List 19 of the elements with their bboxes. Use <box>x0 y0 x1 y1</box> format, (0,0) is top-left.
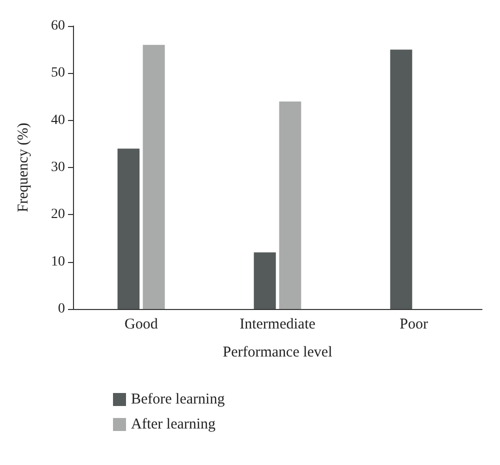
y-tick-label: 10 <box>51 254 65 270</box>
bar <box>390 50 412 309</box>
x-tick-label: Poor <box>400 316 428 332</box>
y-tick-label: 40 <box>51 112 65 128</box>
y-tick-label: 0 <box>58 302 65 316</box>
y-tick-label: 50 <box>51 66 65 81</box>
y-tick-label: 20 <box>51 207 65 222</box>
legend-label: Before learning <box>131 392 226 408</box>
bar <box>279 101 302 309</box>
bar <box>118 148 140 309</box>
legend-label: After learning <box>131 416 216 432</box>
bar <box>254 252 276 309</box>
x-tick-label: Good <box>124 316 158 332</box>
y-tick-label: 60 <box>51 18 65 34</box>
bar <box>142 44 165 309</box>
x-axis-title: Performance level <box>222 344 332 360</box>
y-axis-title: Frequency (%) <box>16 122 32 212</box>
y-tick-label: 30 <box>51 160 65 175</box>
x-tick-label: Intermediate <box>240 316 316 332</box>
